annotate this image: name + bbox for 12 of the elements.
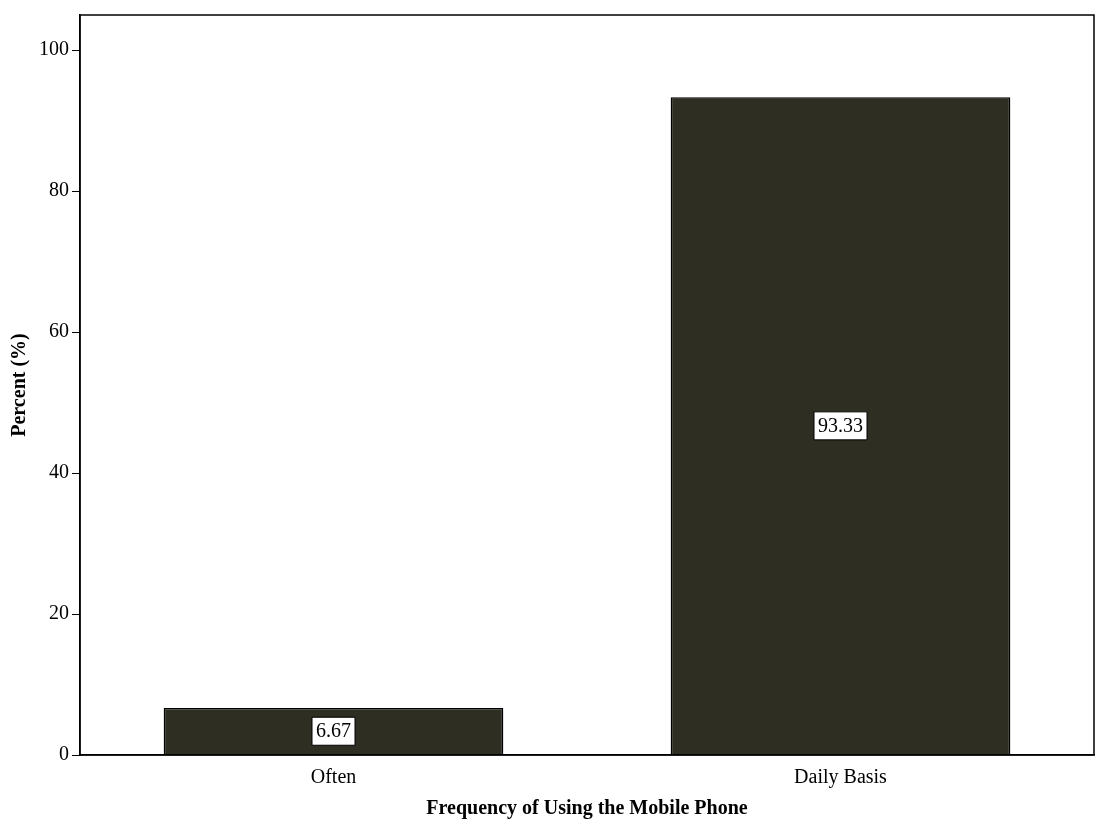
- y-tick-label: 40: [49, 460, 69, 483]
- data-label: 6.67: [316, 719, 351, 742]
- y-tick-label: 100: [39, 37, 69, 60]
- y-axis-title: Percent (%): [7, 333, 31, 437]
- x-tick-label: Often: [310, 765, 357, 788]
- x-axis-title: Frequency of Using the Mobile Phone: [426, 796, 748, 820]
- y-tick-label: 20: [49, 601, 69, 624]
- y-tick-label: 0: [59, 742, 69, 765]
- y-tick-label: 60: [49, 319, 69, 342]
- data-label: 93.33: [818, 414, 863, 437]
- y-tick-label: 80: [49, 178, 69, 201]
- x-tick-label: Daily Basis: [794, 765, 888, 789]
